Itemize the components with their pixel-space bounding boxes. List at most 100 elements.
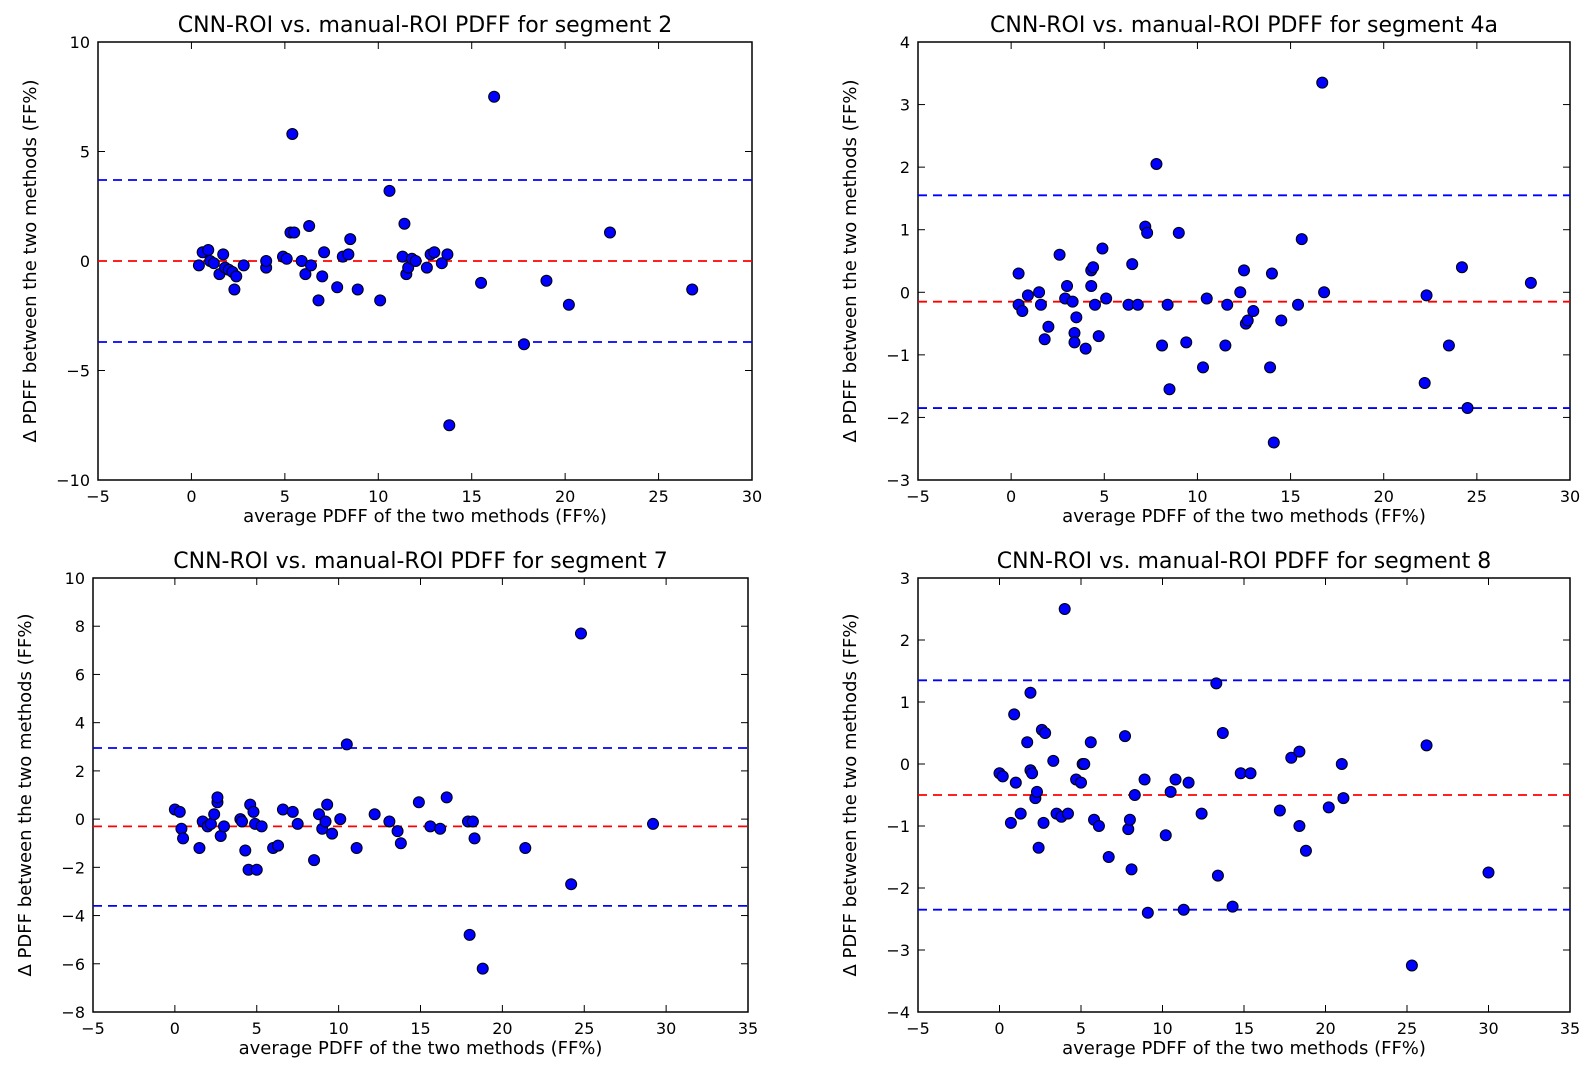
data-point <box>1033 286 1046 299</box>
y-tick-label: −10 <box>56 471 90 490</box>
data-point <box>237 259 250 272</box>
data-point <box>1034 298 1047 311</box>
x-tick-label: −5 <box>81 1019 105 1038</box>
data-point <box>331 281 344 294</box>
y-tick-label: 0 <box>75 810 85 829</box>
data-point <box>286 127 299 140</box>
data-point <box>463 928 476 941</box>
data-point <box>443 419 456 432</box>
data-point <box>350 842 363 855</box>
data-point <box>1156 339 1169 352</box>
data-point <box>236 815 249 828</box>
data-point <box>1123 813 1136 826</box>
data-point <box>1068 336 1081 349</box>
data-point <box>326 827 339 840</box>
x-tick-label: 10 <box>1152 1019 1172 1038</box>
data-point <box>420 261 433 274</box>
x-axis-label: average PDFF of the two methods (FF%) <box>1062 1038 1426 1059</box>
data-point <box>574 627 587 640</box>
data-point <box>1042 320 1055 333</box>
data-point <box>412 796 425 809</box>
chart-panel-3: CNN-ROI vs. manual-ROI PDFF for segment … <box>15 549 758 1059</box>
data-point <box>288 226 301 239</box>
data-point <box>1126 258 1139 271</box>
data-point <box>519 842 532 855</box>
x-tick-label: 0 <box>186 487 196 506</box>
data-point <box>398 217 411 230</box>
x-axis-label: average PDFF of the two methods (FF%) <box>243 506 607 527</box>
data-point <box>1016 305 1029 318</box>
data-point <box>1128 789 1141 801</box>
data-point <box>1293 820 1306 832</box>
x-tick-label: 15 <box>1234 1019 1254 1038</box>
x-tick-label: 5 <box>1076 1019 1086 1038</box>
data-point <box>1180 336 1193 349</box>
data-point <box>280 252 293 265</box>
y-tick-label: 0 <box>900 283 910 302</box>
data-point <box>1211 869 1224 882</box>
x-tick-label: 35 <box>738 1019 758 1038</box>
data-point <box>1455 261 1468 274</box>
data-point <box>1405 959 1418 972</box>
x-tick-label: 10 <box>328 1019 348 1038</box>
data-point <box>218 820 230 833</box>
data-point <box>374 294 387 307</box>
data-point <box>603 226 616 239</box>
x-tick-label: 25 <box>1467 487 1487 506</box>
data-point <box>1100 292 1113 305</box>
data-point <box>312 294 325 307</box>
plot-frame <box>92 577 749 1013</box>
data-point <box>228 283 241 296</box>
data-point <box>1061 807 1074 820</box>
data-point <box>217 248 230 261</box>
data-point <box>1295 233 1308 246</box>
data-point <box>394 837 407 850</box>
x-axis-label: average PDFF of the two methods (FF%) <box>1062 506 1426 527</box>
data-point <box>239 844 252 857</box>
data-point <box>391 825 404 838</box>
x-tick-label: 10 <box>1187 487 1207 506</box>
x-tick-label: 5 <box>252 1019 262 1038</box>
data-point <box>1038 333 1051 346</box>
data-point <box>321 798 334 811</box>
data-point <box>299 268 312 281</box>
y-tick-label: 8 <box>75 617 85 636</box>
data-point <box>1092 330 1105 343</box>
chart-panel-4: CNN-ROI vs. manual-ROI PDFF for segment … <box>840 549 1580 1059</box>
data-point <box>250 863 263 876</box>
data-point <box>468 832 481 845</box>
y-tick-label: −3 <box>886 471 910 490</box>
y-tick-label: 2 <box>75 762 85 781</box>
data-point <box>383 815 396 828</box>
data-point <box>1322 801 1335 814</box>
data-point <box>1004 816 1017 829</box>
y-axis-label: Δ PDFF between the two methods (FF%) <box>20 80 41 443</box>
data-point <box>1075 776 1087 789</box>
y-tick-label: 3 <box>900 96 910 115</box>
data-point <box>1030 785 1043 798</box>
y-tick-label: −2 <box>886 879 910 898</box>
data-point <box>1088 298 1101 311</box>
chart-title: CNN-ROI vs. manual-ROI PDFF for segment … <box>997 549 1491 574</box>
x-tick-label: 20 <box>492 1019 512 1038</box>
y-tick-label: 5 <box>80 143 90 162</box>
data-point <box>686 283 699 296</box>
data-point <box>260 255 273 267</box>
data-point <box>1234 286 1247 299</box>
data-point <box>1079 342 1092 355</box>
x-tick-label: 25 <box>648 487 668 506</box>
data-point <box>1078 758 1091 770</box>
data-point <box>488 90 501 103</box>
y-tick-label: −2 <box>61 858 85 877</box>
data-point <box>1150 158 1163 171</box>
data-point <box>173 805 186 818</box>
data-point <box>1182 776 1195 789</box>
data-point <box>1482 866 1495 879</box>
data-point <box>291 817 304 830</box>
y-tick-label: −6 <box>61 955 85 974</box>
data-point <box>1238 264 1250 277</box>
x-tick-label: 15 <box>462 487 482 506</box>
data-point <box>1299 844 1312 857</box>
data-point <box>1200 292 1213 305</box>
data-point <box>255 820 268 833</box>
